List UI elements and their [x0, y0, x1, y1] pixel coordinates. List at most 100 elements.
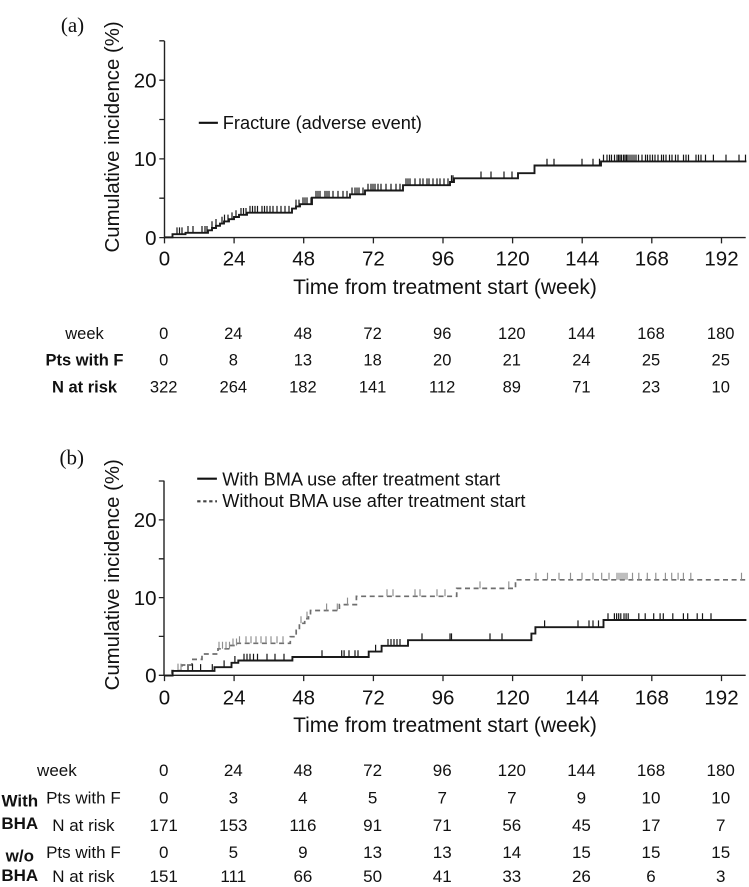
svg-text:72: 72 — [362, 687, 385, 710]
svg-text:0: 0 — [159, 843, 168, 862]
svg-text:264: 264 — [220, 378, 248, 396]
svg-text:171: 171 — [150, 816, 178, 835]
svg-text:96: 96 — [432, 687, 455, 710]
svg-text:7: 7 — [507, 789, 516, 808]
svg-text:(a): (a) — [61, 13, 84, 37]
svg-text:15: 15 — [711, 843, 730, 862]
svg-text:144: 144 — [565, 248, 599, 271]
svg-text:56: 56 — [502, 816, 521, 835]
svg-text:With BMA use after treatment s: With BMA use after treatment start — [222, 469, 500, 489]
svg-text:96: 96 — [432, 248, 455, 271]
svg-text:Cumulative incidence (%): Cumulative incidence (%) — [102, 459, 124, 690]
svg-text:23: 23 — [642, 378, 660, 396]
svg-text:168: 168 — [637, 761, 665, 780]
svg-text:week: week — [64, 325, 104, 343]
svg-text:10: 10 — [134, 148, 157, 171]
svg-text:33: 33 — [502, 867, 521, 886]
svg-text:3: 3 — [229, 789, 238, 808]
svg-text:N at risk: N at risk — [52, 378, 118, 396]
svg-text:BHA: BHA — [1, 814, 38, 833]
svg-text:168: 168 — [635, 248, 669, 271]
svg-text:144: 144 — [567, 761, 595, 780]
svg-text:10: 10 — [642, 789, 661, 808]
svg-text:5: 5 — [368, 789, 377, 808]
svg-text:24: 24 — [572, 352, 590, 370]
svg-text:192: 192 — [704, 687, 738, 710]
svg-text:66: 66 — [293, 867, 312, 886]
svg-text:89: 89 — [503, 378, 521, 396]
svg-text:0: 0 — [159, 761, 168, 780]
svg-text:20: 20 — [134, 509, 157, 532]
svg-text:7: 7 — [716, 816, 725, 835]
svg-text:25: 25 — [712, 352, 730, 370]
svg-text:24: 24 — [223, 248, 246, 271]
svg-text:50: 50 — [363, 867, 382, 886]
svg-text:Pts with F: Pts with F — [46, 843, 121, 862]
svg-text:96: 96 — [433, 761, 452, 780]
svg-text:0: 0 — [159, 248, 170, 271]
svg-text:Pts with F: Pts with F — [46, 352, 124, 370]
svg-text:Time from treatment start (wee: Time from treatment start (week) — [293, 714, 597, 737]
svg-text:48: 48 — [293, 761, 312, 780]
svg-text:15: 15 — [642, 843, 661, 862]
svg-text:0: 0 — [145, 665, 156, 688]
svg-text:0: 0 — [159, 325, 168, 343]
svg-text:144: 144 — [565, 687, 599, 710]
svg-text:24: 24 — [223, 687, 246, 710]
svg-text:week: week — [36, 761, 77, 780]
svg-text:48: 48 — [292, 687, 315, 710]
svg-text:8: 8 — [229, 352, 238, 370]
svg-text:72: 72 — [363, 325, 381, 343]
svg-text:141: 141 — [359, 378, 387, 396]
svg-text:9: 9 — [577, 789, 586, 808]
svg-text:168: 168 — [635, 687, 669, 710]
svg-text:5: 5 — [229, 843, 238, 862]
svg-text:Pts with F: Pts with F — [46, 789, 121, 808]
svg-text:192: 192 — [704, 248, 738, 271]
svg-text:116: 116 — [289, 816, 316, 835]
svg-text:168: 168 — [637, 325, 665, 343]
svg-text:0: 0 — [159, 789, 168, 808]
svg-text:112: 112 — [429, 378, 455, 396]
svg-text:7: 7 — [437, 789, 446, 808]
svg-text:w/o: w/o — [5, 846, 34, 865]
svg-text:24: 24 — [224, 325, 242, 343]
svg-text:71: 71 — [433, 816, 452, 835]
svg-text:0: 0 — [145, 227, 156, 250]
svg-text:120: 120 — [495, 687, 529, 710]
svg-text:14: 14 — [502, 843, 521, 862]
svg-text:91: 91 — [363, 816, 382, 835]
svg-text:Fracture (adverse event): Fracture (adverse event) — [223, 113, 422, 133]
svg-text:72: 72 — [362, 248, 385, 271]
svg-text:48: 48 — [294, 325, 312, 343]
svg-text:15: 15 — [572, 843, 591, 862]
svg-text:0: 0 — [159, 687, 170, 710]
svg-text:18: 18 — [363, 352, 381, 370]
svg-text:180: 180 — [707, 761, 735, 780]
svg-text:Cumulative incidence (%): Cumulative incidence (%) — [102, 21, 124, 252]
svg-text:111: 111 — [220, 867, 246, 886]
svg-text:96: 96 — [433, 325, 451, 343]
svg-text:13: 13 — [433, 843, 452, 862]
svg-text:120: 120 — [498, 325, 526, 343]
svg-text:(b): (b) — [60, 446, 85, 470]
svg-text:Without BMA use after treatmen: Without BMA use after treatment start — [222, 491, 525, 511]
svg-text:120: 120 — [498, 761, 526, 780]
svg-text:20: 20 — [134, 69, 157, 92]
svg-text:71: 71 — [572, 378, 590, 396]
svg-text:322: 322 — [150, 378, 178, 396]
svg-text:21: 21 — [503, 352, 521, 370]
svg-text:10: 10 — [711, 789, 730, 808]
svg-text:4: 4 — [298, 789, 307, 808]
svg-text:6: 6 — [646, 867, 655, 886]
svg-text:153: 153 — [219, 816, 247, 835]
svg-text:72: 72 — [363, 761, 382, 780]
svg-text:48: 48 — [292, 248, 315, 271]
svg-text:26: 26 — [572, 867, 591, 886]
svg-text:20: 20 — [433, 352, 451, 370]
svg-text:BHA: BHA — [1, 866, 38, 885]
svg-text:120: 120 — [495, 248, 529, 271]
svg-text:144: 144 — [568, 325, 596, 343]
svg-text:17: 17 — [642, 816, 661, 835]
svg-text:182: 182 — [289, 378, 317, 396]
